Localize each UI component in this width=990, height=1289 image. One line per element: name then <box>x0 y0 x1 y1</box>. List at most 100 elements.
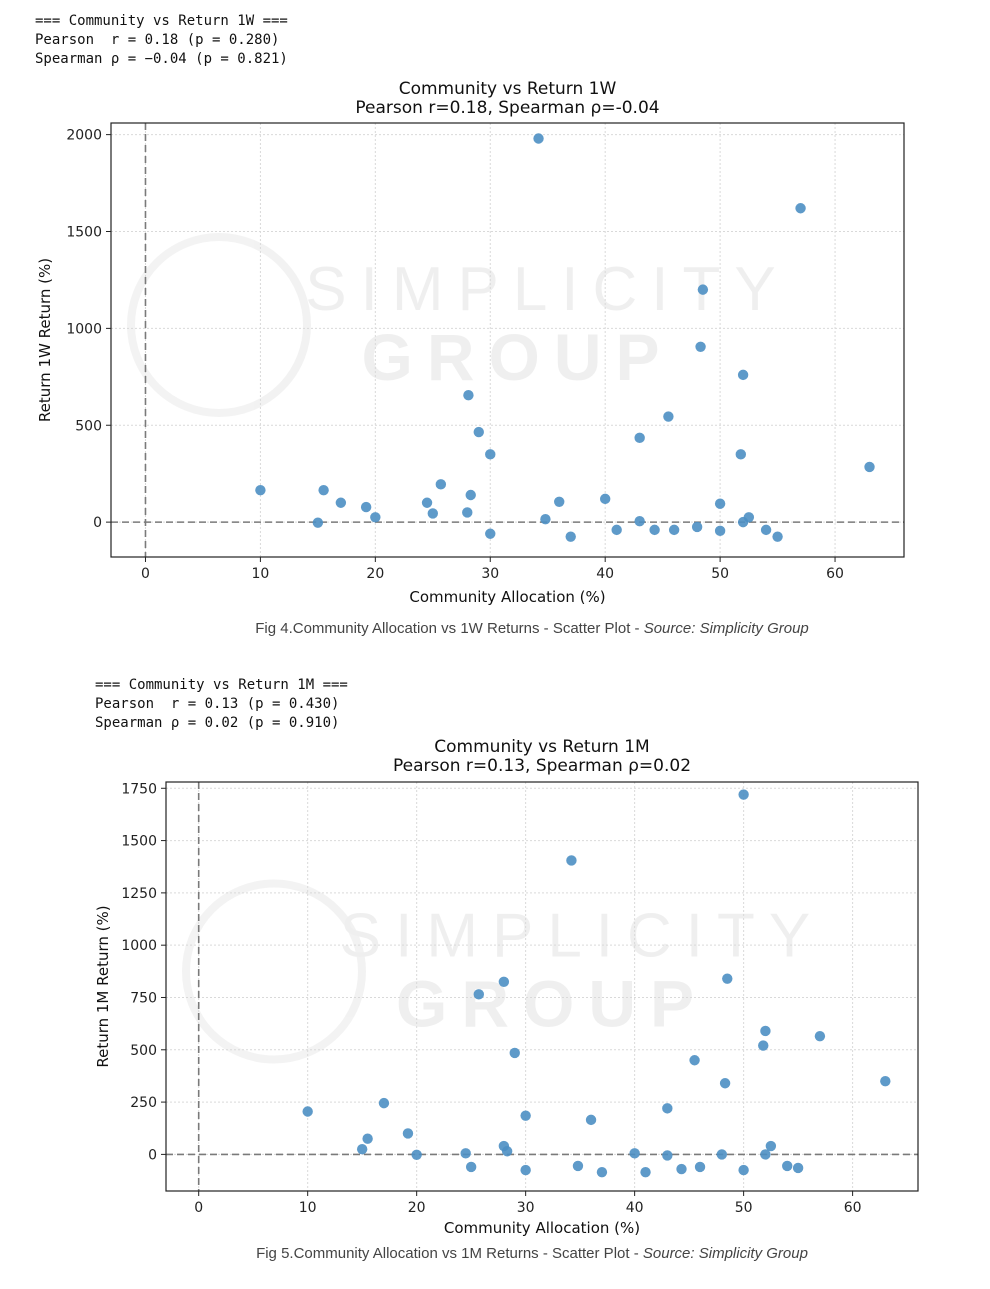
x-tick-label: 60 <box>844 1200 862 1216</box>
data-point <box>722 973 733 984</box>
data-point <box>662 1150 673 1161</box>
data-point <box>743 512 755 523</box>
x-tick-label: 60 <box>826 566 844 582</box>
stats-spearman: Spearman ρ = 0.02 (p = 0.910) <box>95 715 340 731</box>
y-tick-label: 0 <box>93 515 102 531</box>
data-point <box>738 1164 749 1176</box>
data-point <box>566 855 577 866</box>
x-tick-label: 0 <box>194 1200 203 1216</box>
data-point <box>634 432 645 444</box>
data-point <box>402 1128 414 1139</box>
data-point <box>792 1162 804 1174</box>
y-tick-label: 1250 <box>121 886 157 902</box>
y-tick-label: 500 <box>75 418 102 434</box>
chart-title: Community vs Return 1M <box>434 737 649 757</box>
data-point <box>760 1025 771 1037</box>
caption-text: Fig 4.Community Allocation vs 1W Returns… <box>255 620 644 637</box>
watermark-logo-icon <box>127 233 311 417</box>
x-tick-label: 50 <box>735 1200 753 1216</box>
data-point <box>485 449 496 460</box>
data-point <box>421 497 433 508</box>
figure-caption-4: Fig 4.Community Allocation vs 1W Returns… <box>37 620 990 637</box>
data-point <box>737 369 749 381</box>
data-point <box>772 531 783 542</box>
data-point <box>760 524 772 536</box>
data-point <box>738 789 749 800</box>
stats-pearson: Pearson r = 0.13 (p = 0.430) <box>95 696 340 712</box>
data-point <box>765 1140 777 1152</box>
data-point <box>689 1055 700 1066</box>
data-point <box>663 411 674 422</box>
data-point <box>585 1114 597 1126</box>
x-tick-label: 10 <box>299 1200 317 1216</box>
data-point <box>634 515 645 527</box>
x-tick-label: 20 <box>366 566 384 582</box>
stats-block-1w: === Community vs Return 1W === Pearson r… <box>35 12 288 69</box>
data-point <box>356 1143 368 1155</box>
data-point <box>533 133 544 144</box>
data-point <box>596 1166 608 1178</box>
x-tick-label: 30 <box>517 1200 535 1216</box>
y-tick-label: 2000 <box>66 128 102 144</box>
y-axis-label: Return 1W Return (%) <box>36 258 54 422</box>
data-point <box>864 461 875 473</box>
x-tick-label: 50 <box>711 566 729 582</box>
data-point <box>782 1160 793 1172</box>
watermark-line2: GROUP <box>396 967 708 1041</box>
watermark-line1: SIMPLICITY <box>340 902 825 971</box>
data-point <box>691 521 703 533</box>
data-point <box>520 1110 531 1121</box>
x-tick-label: 30 <box>481 566 499 582</box>
y-tick-label: 1000 <box>121 938 157 954</box>
data-point <box>814 1030 826 1042</box>
data-point <box>649 524 660 536</box>
caption-source: Source: Simplicity Group <box>642 1245 808 1262</box>
data-point <box>599 493 611 505</box>
data-point <box>676 1163 687 1175</box>
data-point <box>668 524 680 536</box>
y-tick-label: 1500 <box>66 225 102 241</box>
x-tick-label: 0 <box>141 566 150 582</box>
x-axis-label: Community Allocation (%) <box>409 588 605 606</box>
chart-title: Community vs Return 1W <box>399 79 617 99</box>
data-point <box>714 498 726 509</box>
data-point <box>318 484 329 496</box>
data-point <box>695 341 706 352</box>
data-point <box>360 501 372 513</box>
x-tick-label: 40 <box>626 1200 644 1216</box>
data-point <box>335 497 347 508</box>
data-point <box>760 1149 771 1160</box>
x-tick-label: 10 <box>251 566 269 582</box>
data-point <box>362 1133 373 1144</box>
data-point <box>460 1148 471 1159</box>
data-point <box>697 284 709 295</box>
data-point <box>509 1047 520 1059</box>
data-point <box>611 524 622 536</box>
stats-header: === Community vs Return 1M === <box>95 677 348 693</box>
stats-spearman: Spearman ρ = −0.04 (p = 0.821) <box>35 51 288 67</box>
data-point <box>427 508 438 519</box>
data-point <box>880 1075 891 1087</box>
data-point <box>540 514 551 525</box>
data-point <box>662 1103 673 1114</box>
data-point <box>465 489 476 501</box>
stats-pearson: Pearson r = 0.18 (p = 0.280) <box>35 32 280 48</box>
data-point <box>501 1146 513 1157</box>
y-tick-label: 1000 <box>66 321 102 337</box>
data-point <box>370 512 381 523</box>
y-tick-label: 500 <box>130 1043 157 1059</box>
data-point <box>465 1161 477 1173</box>
data-point <box>435 479 447 490</box>
stats-block-1m: === Community vs Return 1M === Pearson r… <box>95 676 348 733</box>
data-point <box>520 1164 531 1176</box>
data-point <box>463 390 474 401</box>
data-point <box>714 525 726 537</box>
x-axis-label: Community Allocation (%) <box>444 1219 640 1237</box>
watermark-logo-icon <box>182 879 366 1064</box>
y-tick-label: 1750 <box>121 781 157 797</box>
data-point <box>378 1097 390 1109</box>
